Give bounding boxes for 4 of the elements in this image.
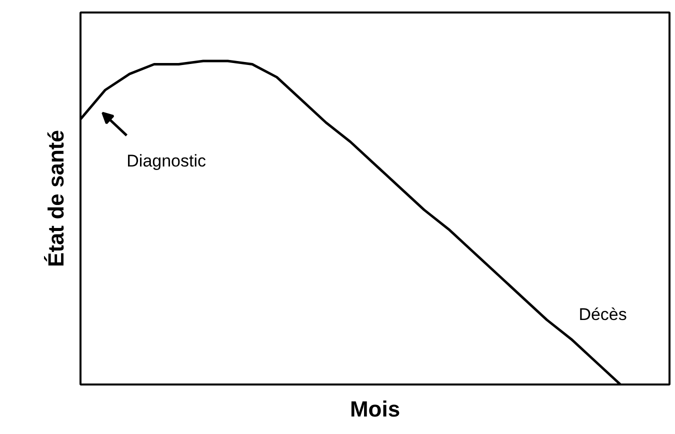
x-axis-title: Mois [350, 396, 400, 422]
y-axis-title: État de santé [44, 130, 68, 267]
annotation: Décès [578, 305, 627, 324]
annotation: Diagnostic [126, 152, 207, 171]
